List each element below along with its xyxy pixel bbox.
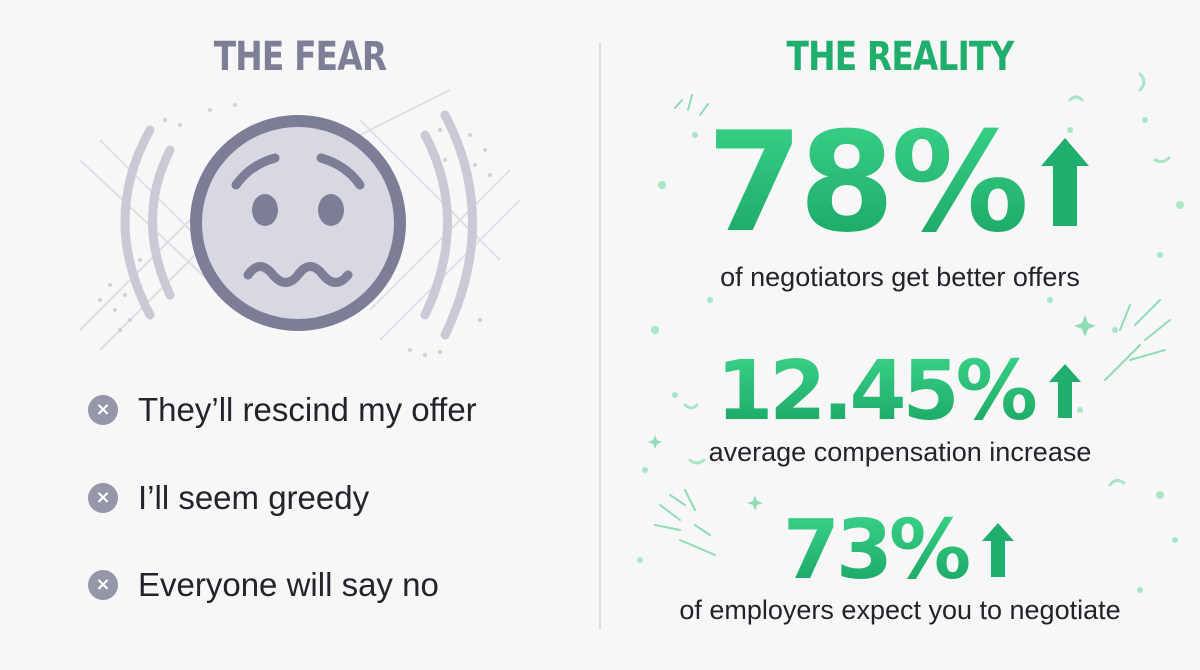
x-circle-icon: × — [88, 483, 118, 513]
fear-item-text: I’ll seem greedy — [138, 479, 370, 516]
fear-item-text: They’ll rescind my offer — [138, 391, 477, 428]
reality-heading: THE REALITY — [786, 34, 1015, 80]
fear-item: × I’ll seem greedy — [88, 473, 369, 523]
worried-face-illustration — [70, 80, 530, 380]
up-arrow-icon — [1046, 360, 1084, 422]
fear-item-text: Everyone will say no — [138, 566, 439, 603]
worried-face-icon — [79, 89, 521, 357]
center-divider — [599, 42, 601, 630]
stat-value: 78% — [706, 101, 1026, 263]
fear-item: × They’ll rescind my offer — [88, 385, 477, 435]
reality-panel: THE REALITY 78% of negotiators get bette… — [600, 0, 1200, 670]
stat-block: 73% of employers expect you to negotiate — [600, 505, 1200, 626]
stat-label: of employers expect you to negotiate — [679, 595, 1121, 625]
stat-label: average compensation increase — [708, 437, 1092, 467]
x-circle-icon: × — [88, 395, 118, 425]
fear-heading: THE FEAR — [213, 34, 387, 80]
up-arrow-icon — [1037, 132, 1093, 232]
fear-panel: THE FEAR — [70, 34, 530, 610]
stat-label: of negotiators get better offers — [720, 262, 1080, 292]
stat-value: 12.45% — [716, 343, 1034, 439]
stat-value: 73% — [782, 502, 968, 598]
confetti-decoration — [637, 72, 1184, 593]
stat-block: 78% of negotiators get better offers — [600, 102, 1200, 293]
x-circle-icon: × — [88, 570, 118, 600]
up-arrow-icon — [979, 519, 1017, 581]
fear-item: × Everyone will say no — [88, 560, 439, 610]
stat-block: 12.45% average compensation increase — [600, 345, 1200, 468]
